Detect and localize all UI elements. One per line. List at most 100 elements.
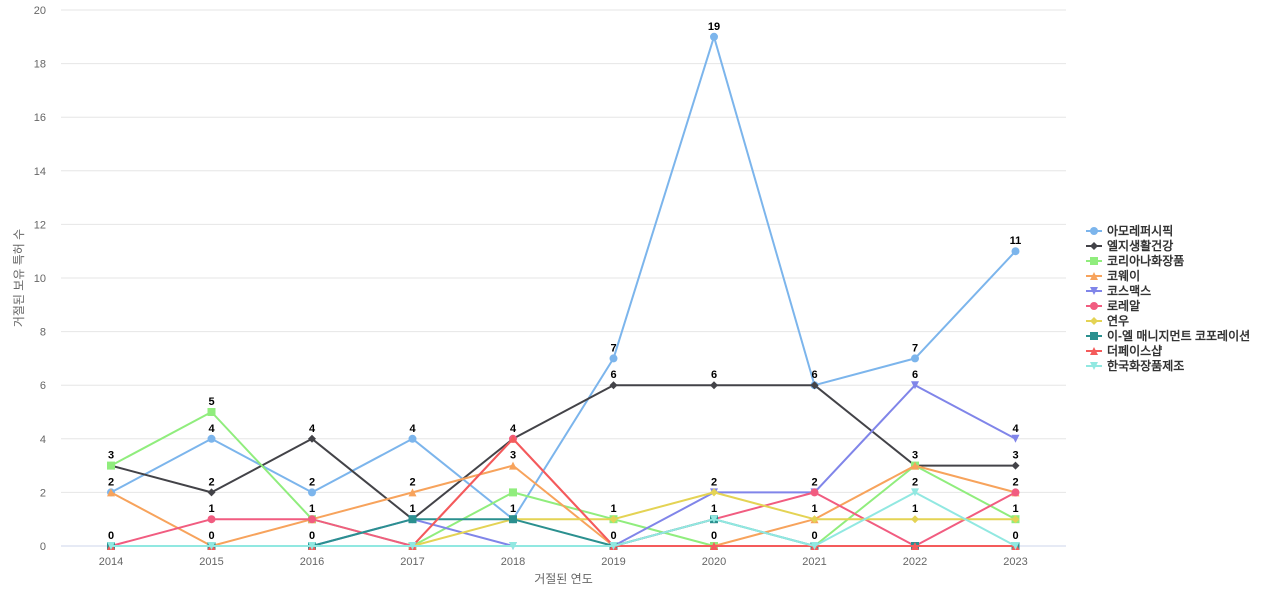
y-tick-label: 4 <box>40 434 46 446</box>
series-9 <box>107 488 1020 550</box>
data-point[interactable] <box>509 515 517 524</box>
data-point[interactable] <box>107 461 115 470</box>
legend-item[interactable]: 코웨이 <box>1086 268 1140 283</box>
data-label: 2 <box>1012 476 1018 488</box>
x-tick-label: 2015 <box>199 556 223 568</box>
y-tick-label: 8 <box>40 327 46 339</box>
data-point[interactable] <box>810 381 819 390</box>
legend-marker[interactable] <box>1090 242 1098 250</box>
data-point[interactable] <box>609 381 618 390</box>
data-point[interactable] <box>207 408 216 416</box>
data-point[interactable] <box>509 434 517 443</box>
legend-label: 연우 <box>1107 313 1129 328</box>
data-point[interactable] <box>710 542 718 550</box>
data-point[interactable] <box>1011 542 1020 550</box>
legend-marker[interactable] <box>1090 302 1098 310</box>
data-point[interactable] <box>710 381 718 390</box>
x-tick-label: 2018 <box>501 556 525 568</box>
data-label: 1 <box>208 503 214 515</box>
data-point[interactable] <box>408 542 417 550</box>
data-point[interactable] <box>1011 515 1020 524</box>
data-point[interactable] <box>911 354 919 363</box>
legend-marker[interactable] <box>1090 227 1098 235</box>
data-point[interactable] <box>1011 461 1020 470</box>
data-point[interactable] <box>308 515 316 524</box>
legend-marker[interactable] <box>1090 362 1098 370</box>
y-tick-label: 6 <box>40 380 46 392</box>
legend-item[interactable]: 코스맥스 <box>1086 283 1151 298</box>
x-axis-title: 거절된 연도 <box>534 572 593 586</box>
legend-item[interactable]: 한국화장품제조 <box>1086 358 1184 373</box>
legend-item[interactable]: 연우 <box>1086 313 1129 328</box>
data-point[interactable] <box>408 488 417 497</box>
data-point[interactable] <box>1011 434 1020 443</box>
data-point[interactable] <box>911 542 919 550</box>
data-point[interactable] <box>810 488 819 497</box>
data-point[interactable] <box>911 461 919 470</box>
legend-item[interactable]: 이-엘 매니지먼트 코포레이션 <box>1086 328 1250 343</box>
data-point[interactable] <box>710 515 718 524</box>
data-point[interactable] <box>609 515 618 524</box>
data-point[interactable] <box>509 461 517 470</box>
data-label: 4 <box>409 423 416 435</box>
series-line[interactable] <box>111 518 1016 547</box>
legend-item[interactable]: 더페이스샵 <box>1086 343 1162 358</box>
series-line[interactable] <box>110 411 1016 547</box>
data-point[interactable] <box>810 542 819 550</box>
series-1 <box>107 381 1020 524</box>
legend-marker[interactable] <box>1090 317 1098 325</box>
data-point[interactable] <box>308 488 316 497</box>
legend-marker[interactable] <box>1090 257 1098 265</box>
series-line[interactable] <box>111 384 1016 547</box>
legend-marker[interactable] <box>1090 347 1098 355</box>
data-point[interactable] <box>107 488 115 497</box>
data-point[interactable] <box>308 434 316 443</box>
data-label: 2 <box>912 476 918 488</box>
data-label: 19 <box>708 21 720 33</box>
data-label: 1 <box>409 503 415 515</box>
data-point[interactable] <box>710 488 718 497</box>
data-label: 2 <box>711 476 717 488</box>
data-label: 3 <box>1012 450 1018 462</box>
legend-label: 엘지생활건강 <box>1107 238 1173 253</box>
data-point[interactable] <box>207 515 216 524</box>
x-tick-label: 2020 <box>702 556 726 568</box>
data-point[interactable] <box>810 515 819 524</box>
data-label: 6 <box>711 369 717 381</box>
data-point[interactable] <box>207 488 216 497</box>
data-point[interactable] <box>509 542 517 550</box>
data-point[interactable] <box>1011 247 1020 256</box>
data-point[interactable] <box>1011 488 1020 497</box>
x-tick-label: 2017 <box>400 556 424 568</box>
data-point[interactable] <box>509 488 517 497</box>
data-point[interactable] <box>408 515 417 524</box>
legend-marker[interactable] <box>1090 332 1098 340</box>
data-point[interactable] <box>911 381 919 390</box>
legend-item[interactable]: 아모레퍼시픽 <box>1086 223 1173 238</box>
data-point[interactable] <box>308 542 316 550</box>
data-point[interactable] <box>911 515 919 524</box>
legend-marker[interactable] <box>1090 272 1098 280</box>
data-label: 2 <box>208 476 214 488</box>
data-label: 1 <box>309 503 315 515</box>
data-point[interactable] <box>207 434 216 443</box>
data-point[interactable] <box>107 542 115 550</box>
data-label: 2 <box>108 476 114 488</box>
data-point[interactable] <box>408 434 417 443</box>
series-line[interactable] <box>110 384 1016 521</box>
data-point[interactable] <box>609 542 618 550</box>
data-label: 7 <box>610 342 616 354</box>
legend-marker[interactable] <box>1090 287 1098 295</box>
data-point[interactable] <box>207 542 216 550</box>
legend-item[interactable]: 엘지생활건강 <box>1086 238 1173 253</box>
series-line[interactable] <box>111 491 1016 547</box>
data-point[interactable] <box>710 32 718 41</box>
legend-item[interactable]: 코리아나화장품 <box>1086 253 1184 268</box>
data-point[interactable] <box>609 354 618 363</box>
legend-item[interactable]: 로레알 <box>1086 298 1140 313</box>
series-line[interactable] <box>110 464 1016 547</box>
data-point[interactable] <box>911 488 919 497</box>
